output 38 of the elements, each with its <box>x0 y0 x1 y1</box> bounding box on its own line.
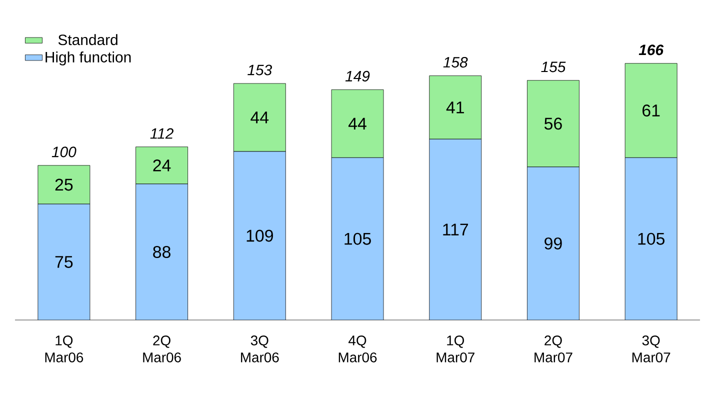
data-label: 44 <box>250 112 269 124</box>
total-label: 166 <box>638 44 664 56</box>
data-label: 105 <box>344 232 371 245</box>
bar <box>136 184 188 320</box>
bar <box>234 151 286 320</box>
data-label: 44 <box>348 118 366 130</box>
data-label: 109 <box>246 230 273 242</box>
data-label: 105 <box>638 232 664 245</box>
x-tick-label: 3Q Mar06 <box>241 336 279 362</box>
data-label: 25 <box>55 178 73 191</box>
x-tick-label: 2Q Mar07 <box>534 336 572 362</box>
total-label: 149 <box>345 70 370 82</box>
data-label: 88 <box>153 246 170 258</box>
data-label: 41 <box>446 102 464 114</box>
total-label: 100 <box>52 146 76 158</box>
x-tick-label: 4Q Mar06 <box>338 336 377 362</box>
x-tick-label: 1Q Mar06 <box>45 336 84 362</box>
bar <box>624 157 678 320</box>
total-label: 153 <box>248 64 272 76</box>
data-label: 99 <box>544 237 562 250</box>
bar <box>136 146 188 184</box>
bar <box>332 158 384 320</box>
data-label: 56 <box>544 118 562 130</box>
data-label: 117 <box>443 224 468 236</box>
x-tick-label: 3Q Mar07 <box>632 336 670 362</box>
total-label: 155 <box>541 62 566 72</box>
total-label: 112 <box>150 128 174 139</box>
bar <box>38 204 90 320</box>
legend-label: Standard <box>58 34 118 46</box>
x-tick-label: 2Q Mar06 <box>143 336 181 362</box>
total-label: 158 <box>443 57 468 68</box>
data-label: 75 <box>55 256 73 268</box>
data-label: 24 <box>153 159 171 172</box>
x-tick-label: 1Q Mar07 <box>436 336 474 362</box>
data-label: 61 <box>642 104 660 117</box>
bar <box>527 166 580 320</box>
bar <box>429 139 482 320</box>
legend-label: High function <box>46 51 131 66</box>
